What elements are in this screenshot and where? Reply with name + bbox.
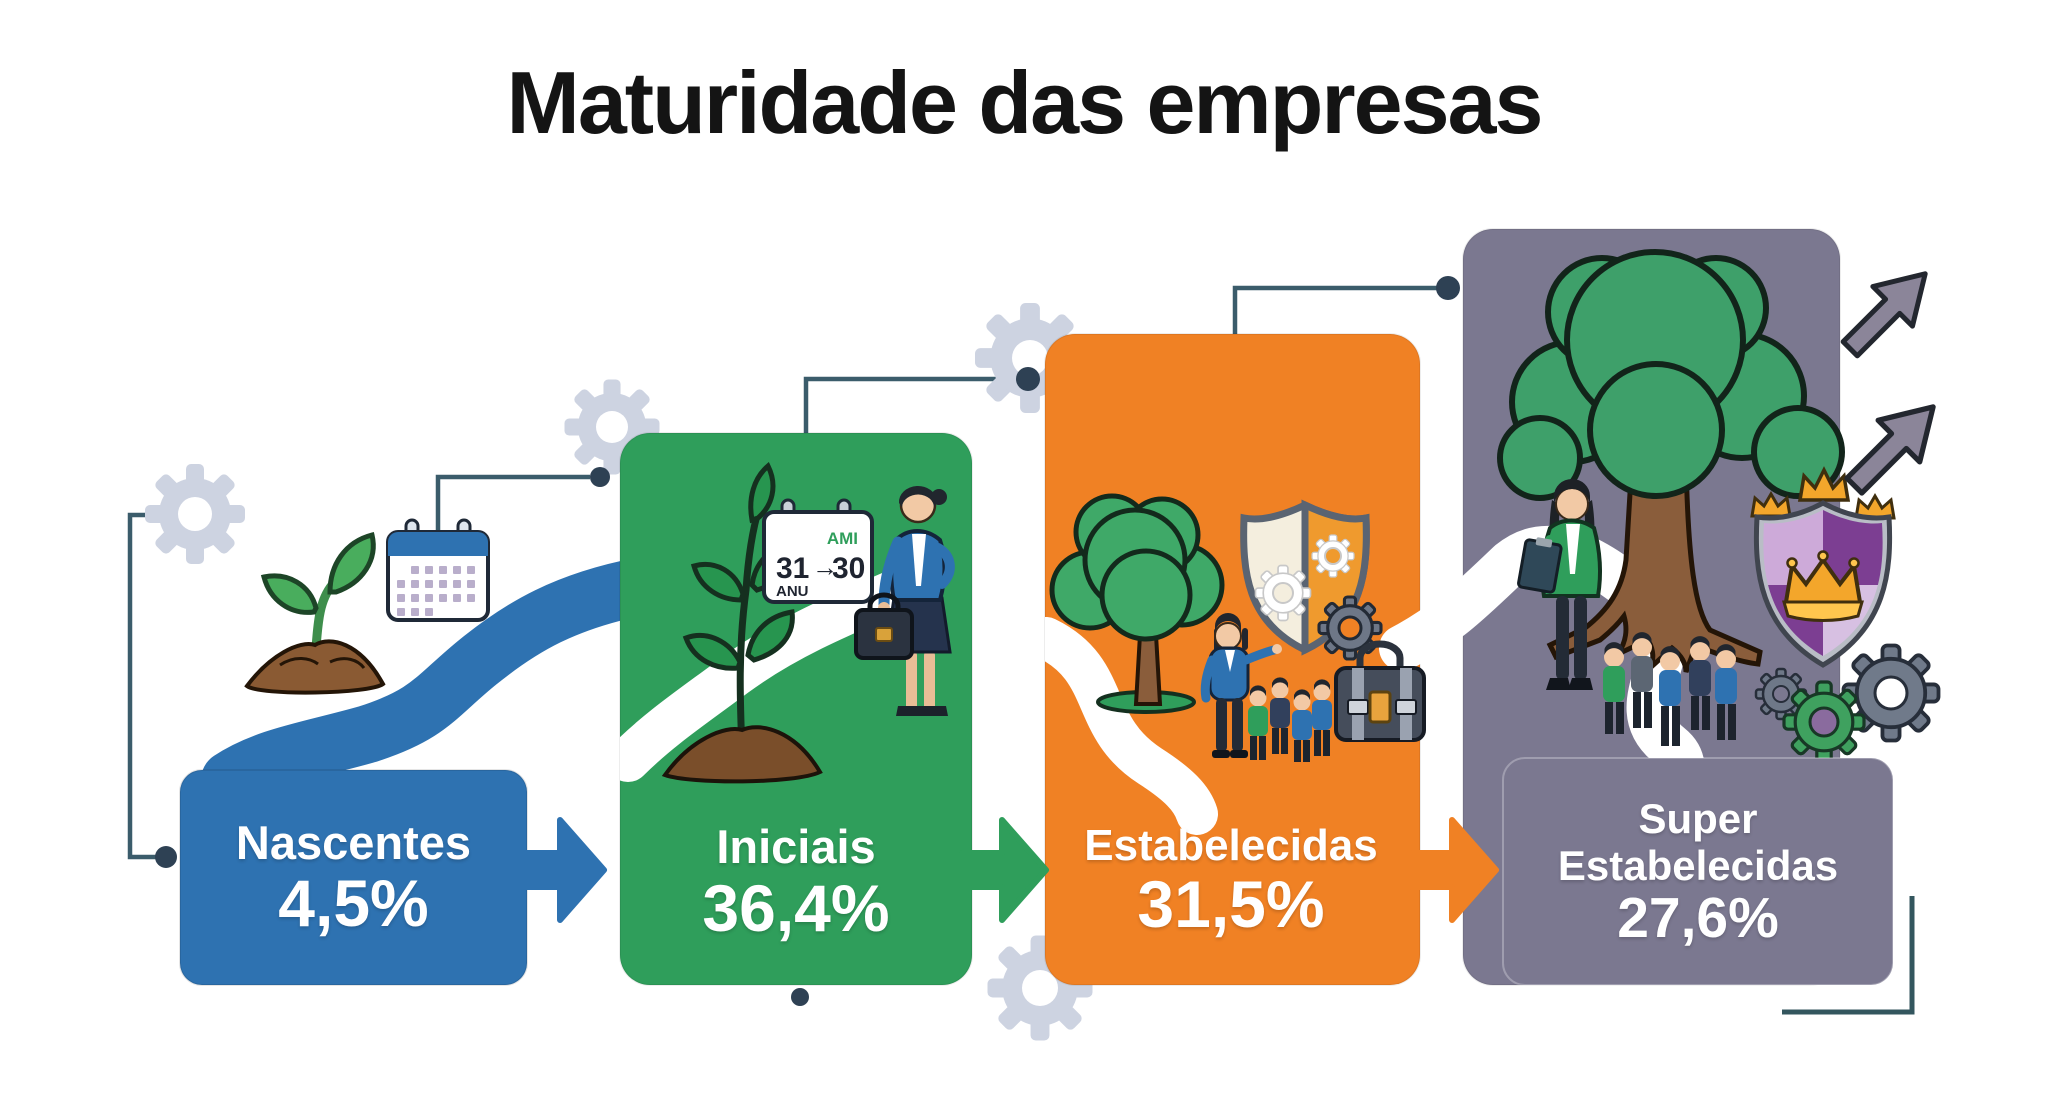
connector-lines [127, 285, 1915, 1015]
briefcase-icon [854, 592, 914, 660]
gear-cluster [1754, 643, 1941, 764]
stage-value: 31,5% [1137, 867, 1325, 942]
stage-value: 4,5% [278, 866, 429, 941]
connector-line [435, 474, 590, 530]
background-gears [145, 303, 1093, 1041]
calendar-icon: AMI 31 → 30 ANU [762, 498, 874, 604]
calendar-badge: AMI [827, 529, 858, 548]
stage-card-estabelecidas: Estabelecidas 31,5% [1042, 778, 1420, 983]
stage-label: Estabelecidas [1084, 821, 1378, 871]
connector-dot [791, 988, 809, 1006]
stage-card-super-estabelecidas: Super Estabelecidas 27,6% [1503, 762, 1893, 982]
connector-dots [155, 276, 1460, 1006]
connector-dot [155, 846, 177, 868]
stage-value: 36,4% [702, 870, 890, 945]
growth-arrows-icon [1840, 271, 1936, 496]
calendar-icon [386, 518, 490, 622]
winding-path-icon [201, 556, 677, 809]
mature-tree-icon [1497, 249, 1845, 673]
businesswoman-icon [854, 485, 955, 716]
connector-dot [1016, 367, 1040, 391]
team-icon [1603, 632, 1737, 746]
calendar-caption: ANU [776, 583, 809, 600]
connector-dot [1436, 276, 1460, 300]
arrow-right-icon [515, 817, 607, 923]
stage-label: Nascentes [235, 815, 472, 869]
page-title: Maturidade das empresas [506, 53, 1544, 152]
connector-line [803, 376, 1018, 436]
stage-label: Iniciais [716, 820, 876, 874]
arrow-right-icon [959, 817, 1049, 923]
briefcase-icon [1334, 640, 1426, 742]
clipboard-woman-icon [1517, 479, 1603, 690]
shield-gears-icon [1240, 499, 1383, 661]
businesswoman-icon [1200, 613, 1282, 758]
stage-label: Super Estabelecidas [1557, 795, 1839, 890]
team-icon [1248, 677, 1332, 762]
stage-card-nascentes: Nascentes 4,5% [180, 770, 527, 985]
calendar-to: 30 [832, 552, 865, 585]
crown-shield-icon [1750, 466, 1896, 668]
connector-line [1232, 285, 1438, 336]
tree-icon [1049, 493, 1225, 714]
sprout-icon [244, 531, 386, 695]
corner-line [1782, 896, 1915, 1015]
calendar-arrow: → [812, 552, 838, 582]
connector-dot [590, 467, 610, 487]
arrow-right-icon [1409, 817, 1499, 923]
card-super-estabelecidas [1502, 757, 1894, 986]
calendar-from: 31 [776, 552, 809, 585]
connector-line [127, 512, 163, 860]
stage-value: 27,6% [1617, 886, 1779, 951]
winding-path-icon [1045, 617, 1218, 835]
stage-arrows [515, 817, 1499, 923]
stage-card-iniciais: Iniciais 36,4% [620, 782, 972, 982]
